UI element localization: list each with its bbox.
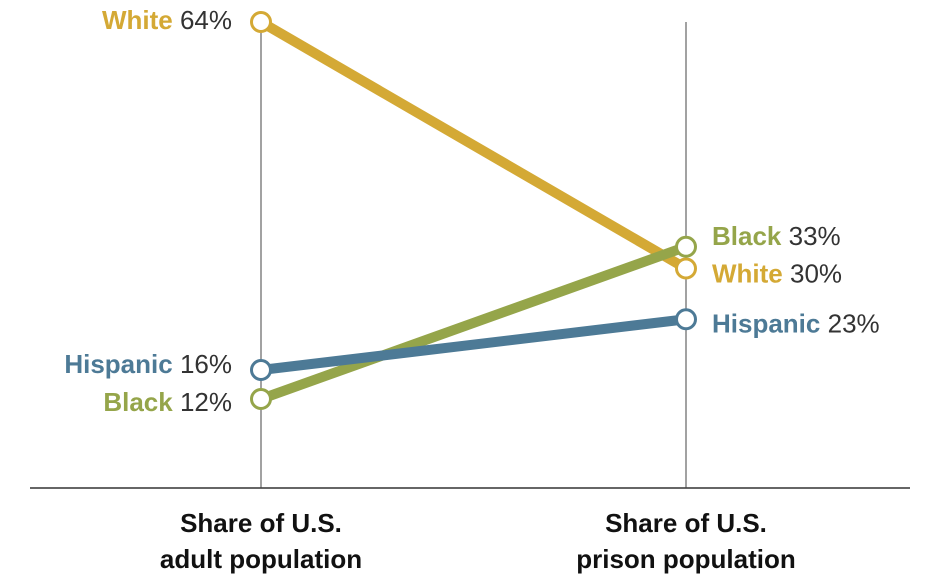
point (250, 11, 272, 33)
series-name: White (102, 5, 173, 35)
point (250, 388, 272, 410)
point (250, 359, 272, 381)
x-category-label: Share of U.S. adult population (159, 508, 363, 574)
series-name: Black (103, 387, 173, 417)
point-label: Black 12% (103, 387, 232, 417)
series-name: Black (712, 221, 782, 251)
point-label: Black 33% (712, 221, 841, 251)
series-line (259, 242, 688, 404)
series-name: White (712, 258, 783, 288)
series-line (260, 314, 687, 375)
point (675, 235, 697, 258)
point-label: White 30% (712, 258, 842, 288)
value-label: 16% (180, 349, 232, 379)
value-label: 12% (180, 387, 232, 417)
value-label: 33% (789, 221, 841, 251)
series-name: Hispanic (64, 349, 172, 379)
x-category-label: Share of U.S. prison population (576, 508, 796, 574)
series-name: Hispanic (712, 308, 820, 338)
point-label: White 64% (102, 5, 232, 35)
point (675, 257, 697, 280)
value-label: 64% (180, 5, 232, 35)
value-label: 30% (790, 258, 842, 288)
point-label: Hispanic 23% (712, 308, 880, 338)
point (675, 308, 697, 331)
point-label: Hispanic 16% (64, 349, 232, 379)
value-label: 23% (828, 308, 880, 338)
series-line (258, 17, 689, 273)
